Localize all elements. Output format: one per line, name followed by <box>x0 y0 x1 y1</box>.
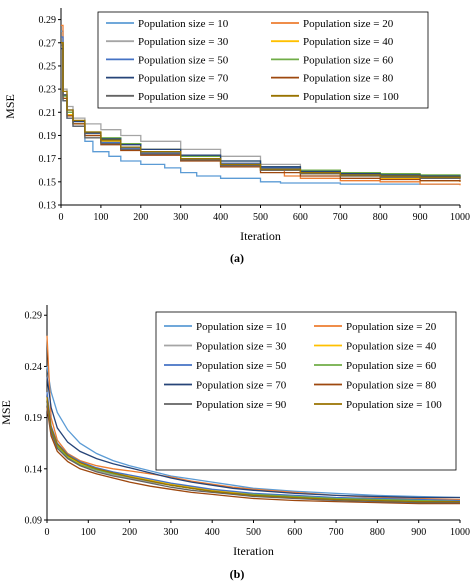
series-line-10 <box>46 397 460 503</box>
x-tick-label: 900 <box>413 212 428 223</box>
y-tick-label: 0.27 <box>39 38 57 49</box>
y-tick-label: 0.29 <box>25 311 43 322</box>
x-tick-label: 900 <box>411 527 426 538</box>
legend-entry: Population size = 70 <box>138 73 229 85</box>
panel-label: (a) <box>230 251 244 265</box>
legend: Population size = 10 Population size = 20… <box>155 311 457 471</box>
y-tick-label: 0.19 <box>39 131 57 142</box>
series-line-9 <box>46 402 460 504</box>
x-tick-label: 800 <box>373 212 388 223</box>
x-tick-label: 300 <box>163 527 178 538</box>
legend-entry: Population size = 80 <box>303 73 394 85</box>
series-line-10 <box>61 42 461 179</box>
y-tick-label: 0.09 <box>25 516 43 527</box>
x-tick-label: 100 <box>93 212 108 223</box>
legend-entry: Population size = 20 <box>303 18 394 30</box>
legend-entry: Population size = 90 <box>138 91 229 103</box>
x-tick-label: 400 <box>205 527 220 538</box>
legend-entry: Population size = 70 <box>196 380 287 392</box>
legend-entry: Population size = 30 <box>196 341 287 353</box>
series-line-5 <box>46 391 461 502</box>
x-tick-label: 700 <box>333 212 348 223</box>
y-tick-label: 0.21 <box>39 108 57 119</box>
x-tick-label: 500 <box>246 527 261 538</box>
y-tick-label: 0.29 <box>39 15 57 26</box>
legend-entry: Population size = 40 <box>303 36 394 48</box>
legend: Population size = 10 Population size = 20… <box>97 11 429 109</box>
legend-entry: Population size = 30 <box>138 36 229 48</box>
legend-entry: Population size = 40 <box>346 341 437 353</box>
legend-entry: Population size = 50 <box>138 54 229 66</box>
legend-entry: Population size = 50 <box>196 360 287 372</box>
x-tick-label: 1000 <box>450 212 470 223</box>
x-axis-label: Iteration <box>240 229 281 243</box>
x-tick-label: 200 <box>133 212 148 223</box>
legend-entry: Population size = 10 <box>138 18 229 30</box>
y-tick-label: 0.19 <box>25 413 43 424</box>
x-tick-label: 500 <box>253 212 268 223</box>
x-tick-label: 300 <box>173 212 188 223</box>
legend-entry: Population size = 20 <box>346 321 437 333</box>
x-tick-label: 600 <box>287 527 302 538</box>
panel-label: (b) <box>230 567 245 581</box>
x-tick-label: 600 <box>293 212 308 223</box>
legend-entry: Population size = 90 <box>196 399 287 411</box>
legend-entry: Population size = 100 <box>346 399 442 411</box>
x-axis-label: Iteration <box>233 544 274 558</box>
y-tick-label: 0.13 <box>39 201 57 212</box>
legend-entry: Population size = 100 <box>303 91 399 103</box>
chart-a: 0.13 0.15 0.17 0.19 0.21 0.23 0.25 0.27 0.29 0 100… <box>3 8 470 265</box>
legend-entry: Population size = 60 <box>303 54 394 66</box>
y-tick-label: 0.14 <box>25 464 43 475</box>
series-line-1 <box>46 366 461 499</box>
x-tick-label: 800 <box>370 527 385 538</box>
y-axis-label: MSE <box>3 94 17 119</box>
y-tick-label: 0.17 <box>39 154 57 165</box>
series-line-8 <box>46 407 460 505</box>
y-tick-label: 0.15 <box>39 177 57 188</box>
legend-box <box>155 311 457 471</box>
x-tick-label: 700 <box>329 527 344 538</box>
y-tick-label: 0.24 <box>25 362 43 373</box>
x-tick-label: 200 <box>122 527 137 538</box>
legend-entry: Population size = 80 <box>346 380 437 392</box>
x-tick-label: 100 <box>81 527 96 538</box>
legend-entry: Population size = 10 <box>196 321 287 333</box>
y-axis-label: MSE <box>0 400 13 425</box>
chart-b: 0.09 0.14 0.19 0.24 0.29 0 100 200 300 400 500 600 7… <box>0 305 470 581</box>
x-tick-label: 0 <box>59 212 64 223</box>
legend-box <box>97 11 429 109</box>
y-tick-label: 0.25 <box>39 61 57 72</box>
legend-entry: Population size = 60 <box>346 360 437 372</box>
x-tick-label: 0 <box>45 527 50 538</box>
x-tick-label: 400 <box>213 212 228 223</box>
x-tick-label: 1000 <box>450 527 470 538</box>
series-line-7 <box>46 376 460 499</box>
y-tick-label: 0.23 <box>39 85 57 96</box>
